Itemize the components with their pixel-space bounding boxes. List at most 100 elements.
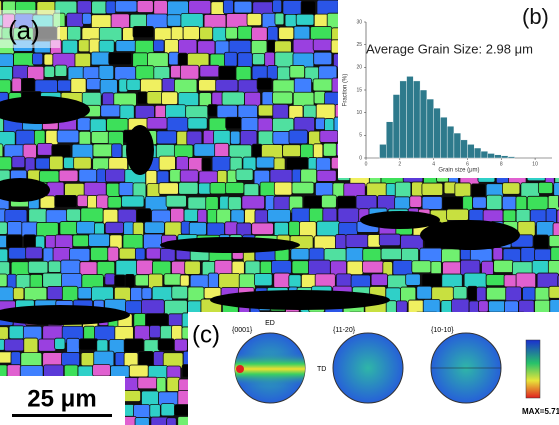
grain [4, 339, 24, 351]
grain [137, 260, 154, 274]
grain [136, 66, 154, 80]
grain [228, 197, 241, 210]
grain [477, 287, 486, 302]
grain [106, 183, 119, 197]
grain [290, 65, 305, 78]
grain [55, 338, 65, 349]
grain [116, 40, 137, 51]
grain [78, 40, 89, 52]
grain [252, 27, 268, 40]
grain [120, 105, 134, 119]
grain [252, 223, 274, 235]
grain [272, 92, 292, 104]
grain [62, 286, 77, 301]
grain [270, 170, 293, 183]
grain [494, 260, 513, 272]
grain [79, 169, 97, 181]
grain [189, 222, 206, 235]
grain [199, 80, 216, 91]
grain [48, 261, 61, 273]
grain [69, 248, 89, 261]
y-tick-label: 20 [356, 65, 362, 71]
grain [167, 117, 188, 131]
grain [275, 52, 295, 67]
grain [171, 27, 183, 41]
grain [313, 39, 332, 51]
grain [140, 79, 161, 93]
grain [160, 249, 175, 262]
pf-title: {11-20} [333, 327, 356, 334]
grain [115, 1, 137, 12]
grain [46, 130, 58, 144]
grain [99, 65, 114, 79]
grain [317, 0, 339, 15]
grain [60, 222, 78, 235]
bar [488, 153, 495, 158]
grain [322, 195, 337, 208]
grain [208, 273, 218, 288]
bar [508, 157, 515, 158]
grain [152, 261, 170, 275]
x-axis-label: Grain size (μm) [438, 168, 479, 174]
grain [368, 235, 381, 248]
grain [87, 195, 97, 208]
bar [454, 133, 461, 158]
grain [351, 275, 370, 288]
grain [77, 1, 91, 14]
grain [67, 338, 80, 354]
grain [363, 249, 381, 262]
grain [0, 365, 7, 377]
grain [260, 182, 276, 196]
grain [155, 105, 166, 119]
grain [187, 131, 202, 145]
grain [442, 274, 462, 288]
grain [24, 235, 36, 248]
grain [273, 131, 290, 144]
grain [320, 131, 338, 143]
grain [115, 67, 136, 80]
dark-region [360, 211, 440, 229]
x-tick-label: 8 [500, 161, 503, 167]
grain [523, 287, 536, 301]
grain [108, 197, 121, 208]
grain [24, 338, 38, 354]
grain [93, 365, 111, 377]
grain [308, 260, 330, 275]
grain [406, 274, 421, 285]
grain [224, 52, 237, 66]
grain [285, 14, 296, 26]
grain [483, 210, 503, 222]
grain [211, 2, 225, 15]
td-label: TD [317, 366, 326, 373]
annotation: Average Grain Size: 2.98 μm [366, 41, 533, 56]
grain [296, 14, 314, 25]
grain [151, 417, 168, 425]
grain [44, 66, 54, 77]
grain [292, 182, 314, 194]
grain [258, 105, 274, 116]
grain [236, 169, 253, 180]
grain [504, 275, 517, 287]
grain [313, 144, 322, 158]
grain [9, 326, 24, 339]
grain [222, 92, 244, 105]
grain [303, 105, 316, 118]
grain [77, 222, 95, 234]
grain [12, 156, 25, 167]
y-tick-label: 5 [359, 133, 362, 139]
grain [135, 275, 149, 286]
grain [356, 195, 377, 209]
grain [230, 131, 240, 144]
grain [200, 65, 220, 77]
grain [516, 196, 527, 210]
bar [380, 144, 387, 158]
grain [283, 145, 301, 157]
grain [453, 287, 467, 299]
grain [135, 417, 149, 425]
grain [210, 183, 226, 194]
grain [39, 171, 59, 183]
grain [64, 157, 75, 168]
grain [317, 221, 340, 236]
grain [262, 13, 276, 28]
bar [400, 81, 407, 158]
